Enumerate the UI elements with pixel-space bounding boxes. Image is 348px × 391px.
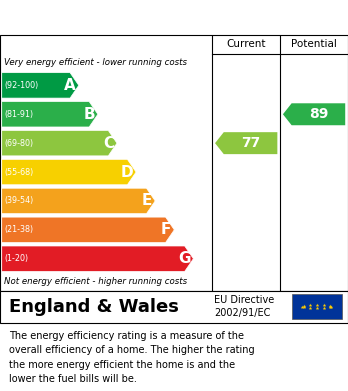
Polygon shape [2, 131, 117, 156]
Text: (39-54): (39-54) [4, 196, 33, 205]
Text: C: C [103, 136, 114, 151]
Text: Current: Current [227, 39, 266, 49]
Text: Potential: Potential [291, 39, 337, 49]
Text: 89: 89 [309, 107, 328, 121]
Polygon shape [283, 103, 345, 125]
Text: Not energy efficient - higher running costs: Not energy efficient - higher running co… [4, 277, 187, 286]
Text: (92-100): (92-100) [4, 81, 38, 90]
Polygon shape [215, 132, 277, 154]
Text: 77: 77 [241, 136, 260, 150]
Text: (1-20): (1-20) [4, 254, 28, 263]
Polygon shape [2, 188, 155, 213]
Text: (69-80): (69-80) [4, 139, 33, 148]
Text: (55-68): (55-68) [4, 167, 33, 177]
Text: A: A [64, 78, 76, 93]
Text: EU Directive
2002/91/EC: EU Directive 2002/91/EC [214, 295, 274, 318]
Polygon shape [2, 159, 136, 185]
Text: F: F [161, 222, 172, 237]
Text: (21-38): (21-38) [4, 225, 33, 234]
Text: G: G [178, 251, 191, 266]
Bar [292, 294, 342, 319]
Text: Energy Efficiency Rating: Energy Efficiency Rating [10, 10, 212, 25]
Polygon shape [2, 73, 79, 98]
Text: (81-91): (81-91) [4, 110, 33, 119]
Text: The energy efficiency rating is a measure of the
overall efficiency of a home. T: The energy efficiency rating is a measur… [9, 331, 254, 384]
Text: E: E [142, 194, 152, 208]
Text: England & Wales: England & Wales [9, 298, 179, 316]
Text: D: D [121, 165, 133, 179]
Polygon shape [2, 217, 174, 242]
Polygon shape [2, 102, 98, 127]
Text: Very energy efficient - lower running costs: Very energy efficient - lower running co… [4, 58, 187, 67]
Polygon shape [2, 246, 193, 271]
Text: B: B [84, 107, 95, 122]
